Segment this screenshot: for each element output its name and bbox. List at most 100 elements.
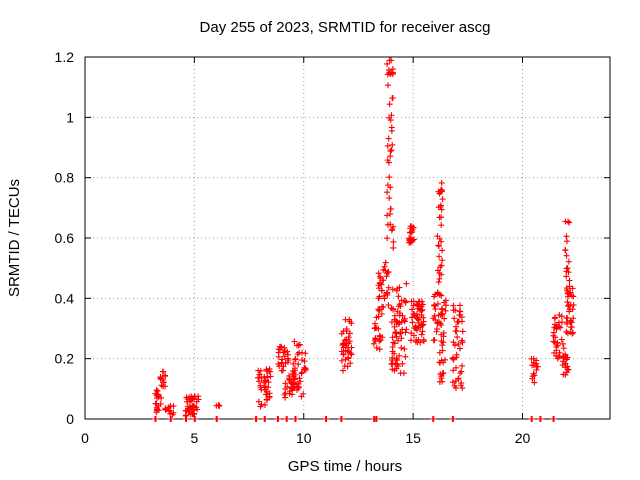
data-point (191, 403, 198, 410)
data-point (420, 314, 427, 321)
data-point (430, 416, 437, 422)
x-tick-label: 0 (81, 430, 89, 446)
data-point (338, 357, 345, 364)
data-point (376, 306, 383, 313)
data-point (282, 380, 289, 387)
data-point (373, 344, 380, 351)
data-point (370, 340, 377, 347)
data-point (388, 57, 395, 64)
data-point (387, 153, 394, 160)
data-point (439, 342, 446, 349)
data-point (438, 238, 445, 245)
x-tick-label: 5 (190, 430, 198, 446)
data-point (267, 373, 274, 380)
data-point (183, 394, 190, 401)
data-point (420, 321, 427, 328)
data-point (454, 319, 461, 326)
data-point (420, 336, 427, 343)
data-point (284, 351, 291, 358)
data-point (189, 404, 196, 411)
data-point (184, 403, 191, 410)
data-point (386, 69, 393, 76)
data-point (258, 401, 265, 408)
data-point (152, 416, 159, 422)
data-point (389, 94, 396, 101)
data-point (415, 317, 422, 324)
data-point (278, 367, 285, 374)
data-point (253, 416, 260, 422)
data-point (408, 298, 415, 305)
data-point (295, 361, 302, 368)
y-tick-label: 0.6 (55, 230, 75, 246)
data-point (434, 267, 441, 274)
y-tick-label: 0.2 (55, 351, 75, 367)
data-point (396, 284, 403, 291)
data-point (378, 287, 385, 294)
data-point (407, 337, 414, 344)
data-point (276, 363, 283, 370)
data-point (381, 263, 388, 270)
data-point (564, 299, 571, 306)
data-point (436, 349, 443, 356)
data-point (442, 307, 449, 314)
data-point (565, 218, 572, 225)
data-point (383, 289, 390, 296)
data-point (414, 339, 421, 346)
data-point (384, 221, 391, 228)
data-point (564, 293, 571, 300)
data-point (340, 367, 347, 374)
data-point (382, 259, 389, 266)
data-point (184, 398, 191, 405)
data-point (279, 356, 286, 363)
data-point (415, 303, 422, 310)
data-point (379, 334, 386, 341)
data-point (438, 222, 445, 229)
data-point (284, 383, 291, 390)
data-point (389, 344, 396, 351)
data-point (262, 416, 269, 422)
data-point (457, 382, 464, 389)
data-point (395, 337, 402, 344)
data-point (390, 244, 397, 251)
data-point (282, 390, 289, 397)
data-point (343, 328, 350, 335)
data-point (551, 416, 557, 422)
data-point (286, 375, 293, 382)
data-point (562, 364, 569, 371)
data-point (431, 301, 438, 308)
data-point (456, 345, 463, 352)
data-point (417, 324, 424, 331)
data-point (387, 206, 394, 213)
data-point (437, 264, 444, 271)
data-point (393, 328, 400, 335)
y-tick-label: 0.8 (55, 170, 75, 186)
data-point (162, 406, 169, 413)
data-point (382, 267, 389, 274)
data-point (284, 416, 291, 422)
data-point (436, 235, 443, 242)
data-point (437, 186, 444, 193)
data-point (553, 352, 560, 359)
data-point (389, 141, 396, 148)
data-point (396, 310, 403, 317)
data-point (398, 297, 405, 304)
data-point (398, 344, 405, 351)
data-point (450, 416, 457, 422)
data-point (256, 378, 263, 385)
data-point (299, 357, 306, 364)
data-point (384, 182, 391, 189)
data-point (385, 284, 392, 291)
data-point (387, 117, 394, 124)
data-point (453, 327, 460, 334)
data-point (391, 340, 398, 347)
data-point (293, 342, 300, 349)
data-point (266, 394, 273, 401)
data-point (157, 374, 164, 381)
data-point (411, 310, 418, 317)
data-point (347, 360, 354, 367)
data-point (278, 359, 285, 366)
data-point (384, 212, 391, 219)
data-point (381, 292, 388, 299)
data-point (389, 334, 396, 341)
